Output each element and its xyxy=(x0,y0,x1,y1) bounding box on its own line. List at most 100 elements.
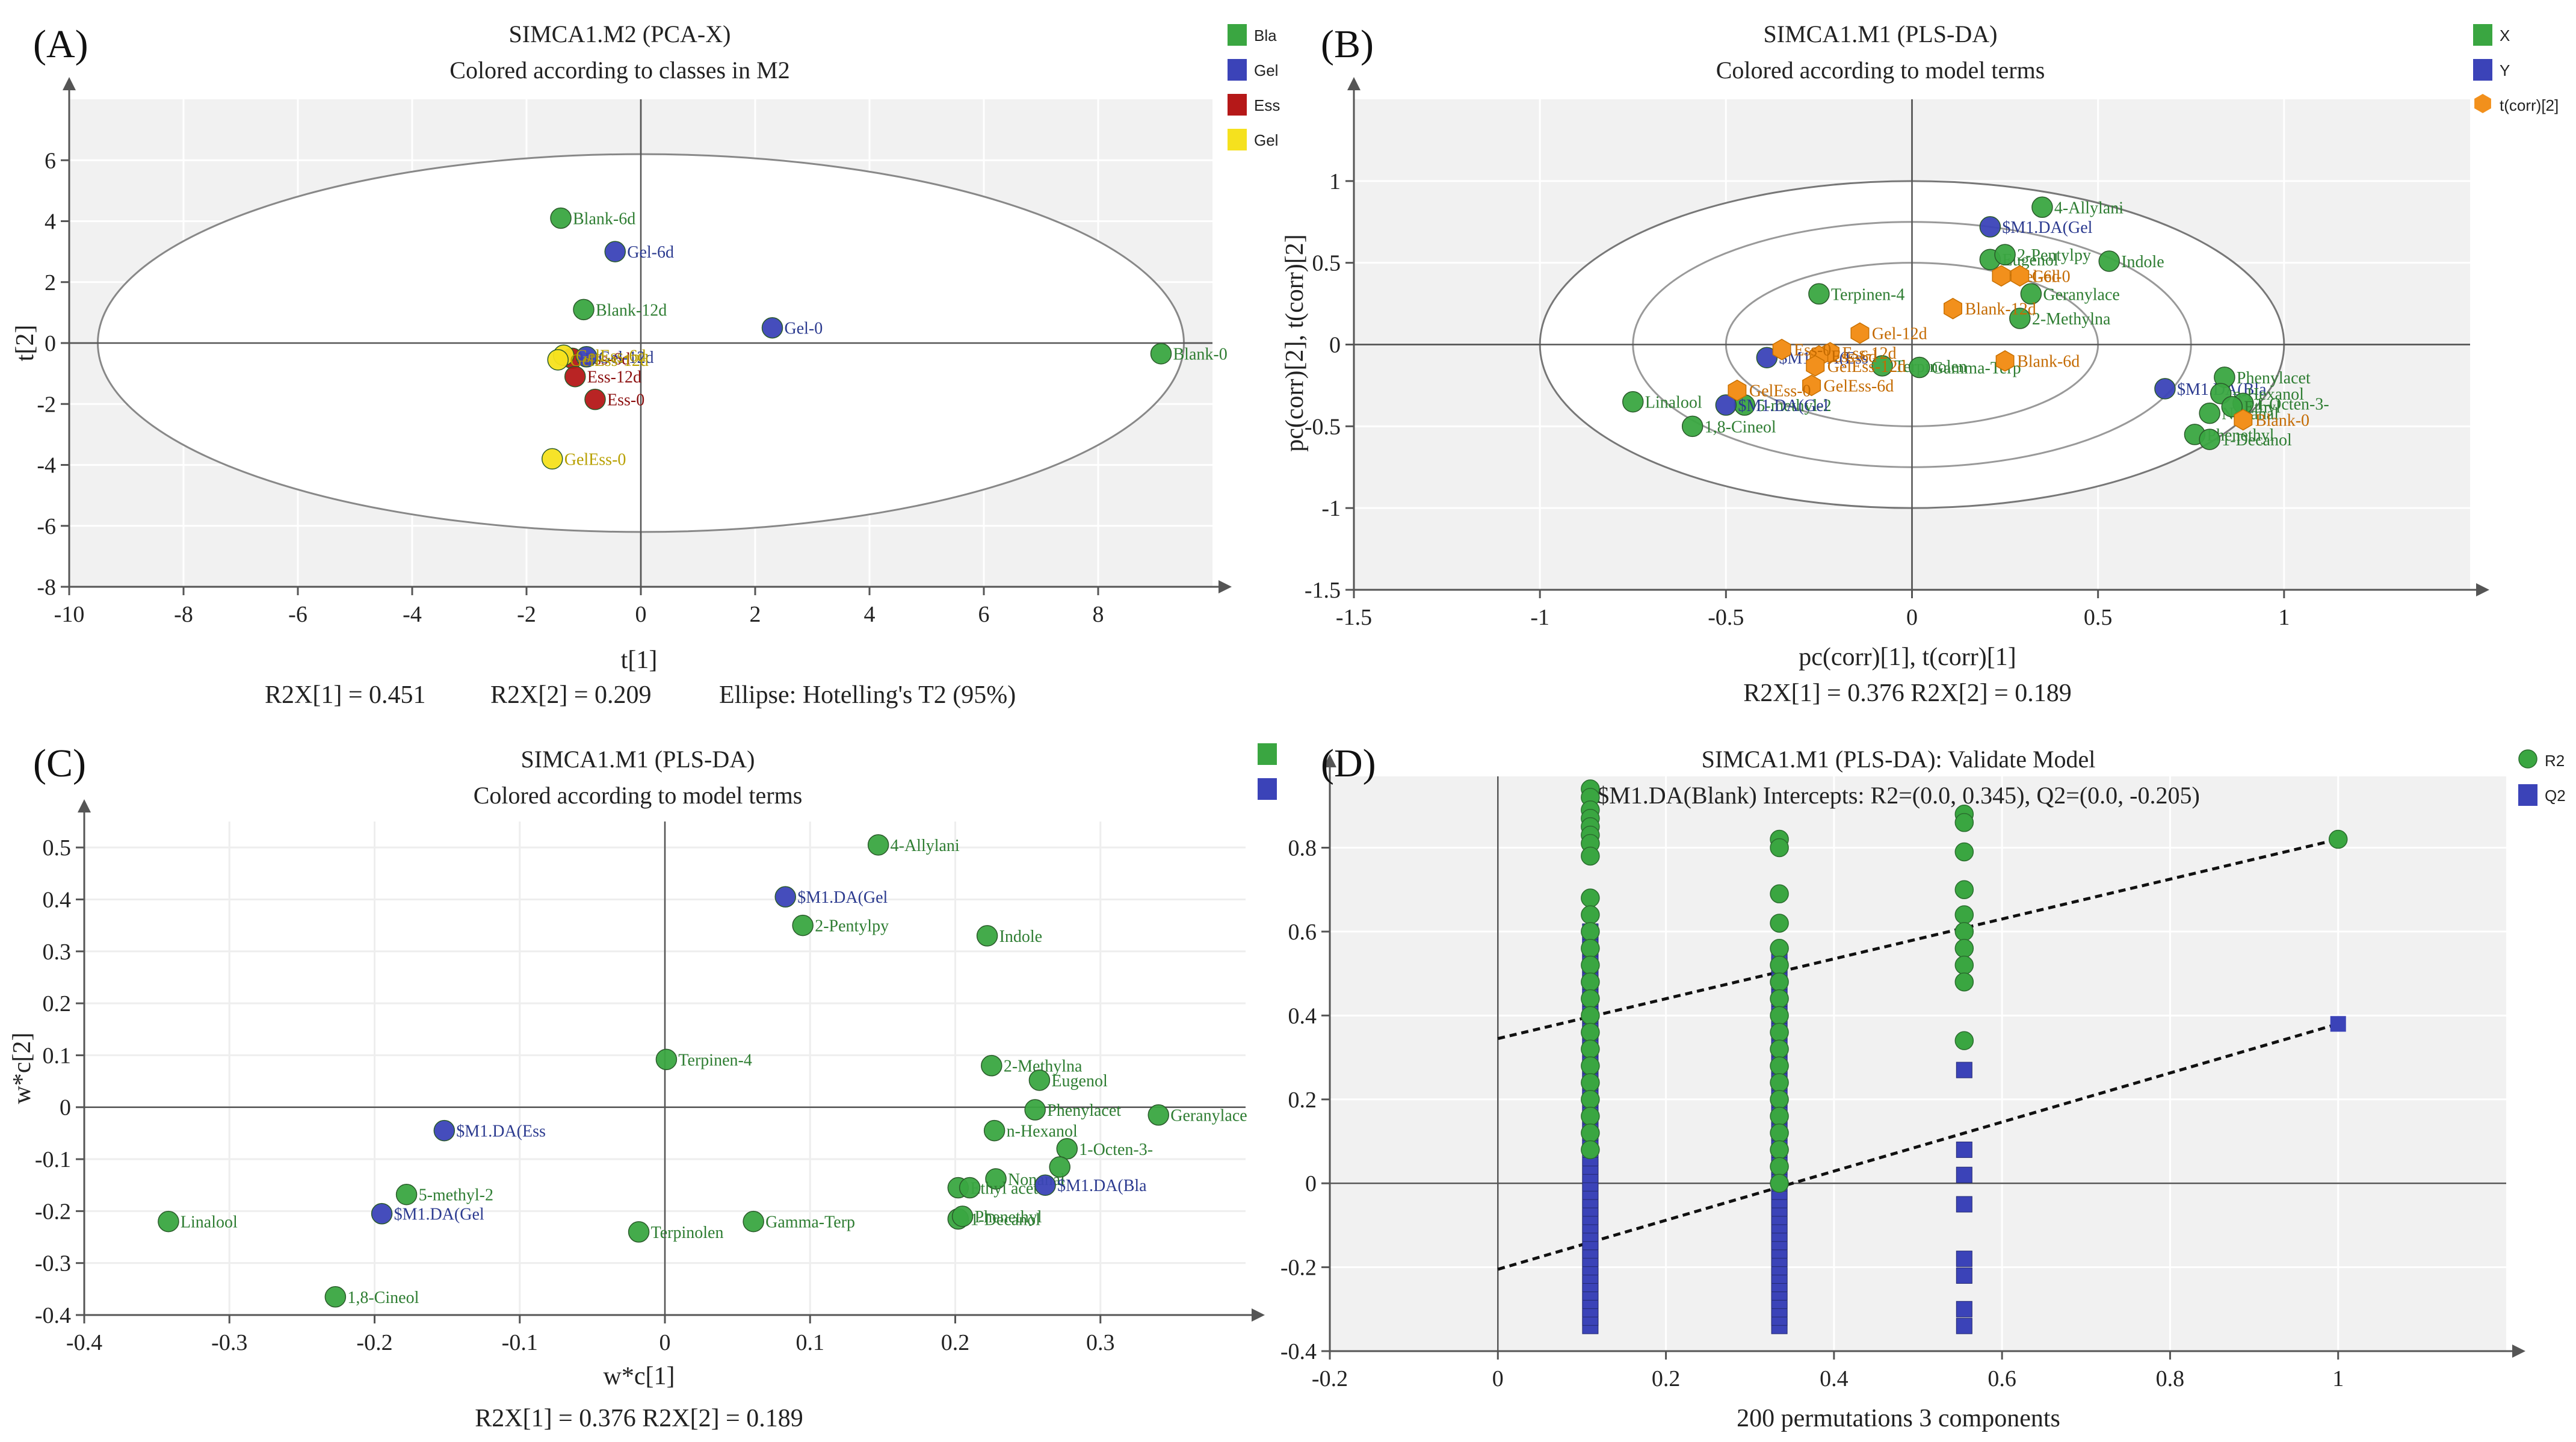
data-point xyxy=(1871,355,1893,377)
point-label: Terpinolen xyxy=(1894,357,1967,376)
data-point xyxy=(985,1168,1007,1190)
r2-point xyxy=(1581,1090,1600,1109)
legend-label: Ess xyxy=(1254,96,1280,114)
data-point xyxy=(584,388,606,410)
point-label: Terpinen-4 xyxy=(1831,285,1904,304)
y-tick-label: 0.4 xyxy=(43,887,72,912)
q2-point xyxy=(1956,1196,1972,1213)
panel-D: -0.2 0 0.2 0.4 0.6 0.8 1-0.4-0.200.20.40.60.8S… xyxy=(1280,741,2566,1432)
q2-point xyxy=(2330,1016,2346,1032)
y-tick-label: 0.4 xyxy=(1288,1003,1317,1029)
legend-marker xyxy=(1228,129,1247,150)
y-tick-label: -4 xyxy=(37,453,56,478)
q2-point xyxy=(1956,1267,1972,1284)
r2-point xyxy=(1581,1056,1600,1075)
y-tick-label: 1 xyxy=(1329,169,1341,194)
x-tick-label: -0.3 xyxy=(211,1330,247,1355)
r2-point xyxy=(1770,1056,1789,1075)
r2-point xyxy=(1954,812,1974,832)
x-tick-label: 0.8 xyxy=(2156,1366,2185,1391)
y-axis-arrow xyxy=(1347,77,1361,90)
data-point xyxy=(655,1048,678,1071)
point-label: Blank-6d xyxy=(573,209,635,228)
r2-point xyxy=(1581,1039,1600,1059)
legend-label: X xyxy=(2500,26,2510,45)
x-tick-label: -0.1 xyxy=(502,1330,538,1355)
data-point xyxy=(2009,308,2031,329)
point-label: GelEss-12d xyxy=(570,351,649,370)
point-label: Eugenol xyxy=(1051,1072,1108,1091)
y-axis-arrow xyxy=(63,77,76,90)
r2-point xyxy=(1770,1174,1789,1193)
point-label: Blank-12d xyxy=(596,301,667,320)
data-point xyxy=(433,1119,456,1142)
data-point xyxy=(1028,1069,1051,1091)
y-tick-label: -0.2 xyxy=(1280,1255,1317,1281)
data-point xyxy=(1728,379,1747,401)
r2-point xyxy=(1581,846,1600,866)
data-point xyxy=(1056,1138,1078,1160)
q2-point xyxy=(1956,1251,1972,1267)
y-tick-label: 0.5 xyxy=(43,835,72,861)
data-point xyxy=(1715,394,1737,416)
r2-point xyxy=(1581,922,1600,941)
point-label: $M1.DA(Ess xyxy=(456,1122,546,1141)
legend-marker xyxy=(1228,94,1247,116)
x-tick-label: 0 xyxy=(635,602,647,627)
data-point xyxy=(628,1221,650,1243)
point-label: $M1.DA(Gel xyxy=(797,888,888,907)
panel-label: (A) xyxy=(33,22,88,66)
r2-point xyxy=(1581,1140,1600,1160)
point-label: Ess-0 xyxy=(607,391,644,410)
x-tick-label: -0.2 xyxy=(356,1330,392,1355)
point-label: 1-Octen-3- xyxy=(1079,1140,1153,1159)
point-label: Gamma-Terp xyxy=(765,1213,855,1232)
x-tick-label: -6 xyxy=(288,602,307,627)
r2-point xyxy=(1581,972,1600,992)
data-point xyxy=(371,1202,393,1225)
y-axis-label: pc(corr)[2], t(corr)[2] xyxy=(1281,234,1309,451)
point-label: 1,8-Cineol xyxy=(347,1289,419,1307)
y-axis-label: t[2] xyxy=(11,325,39,362)
r2-point xyxy=(1770,1090,1789,1109)
point-label: Terpinolen xyxy=(651,1224,724,1242)
point-label: Ess-12d xyxy=(1842,344,1896,363)
data-point xyxy=(983,1119,1005,1142)
y-tick-label: -8 xyxy=(37,575,56,600)
panel-label: (D) xyxy=(1321,741,1376,785)
point-label: Gel-12d xyxy=(599,348,654,367)
data-point xyxy=(2199,429,2220,450)
r2-point xyxy=(1954,972,1974,992)
x-tick-label: 8 xyxy=(1093,602,1104,627)
point-label: 1-Decanol xyxy=(970,1210,1040,1229)
chart-title: SIMCA1.M1 (PLS-DA) xyxy=(521,746,755,773)
data-point xyxy=(1622,391,1644,413)
x-tick-label: -0.4 xyxy=(66,1330,102,1355)
legend-marker xyxy=(2518,784,2537,806)
chart-title: SIMCA1.M2 (PCA-X) xyxy=(509,20,731,48)
y-tick-label: -0.1 xyxy=(35,1147,71,1172)
q2-point xyxy=(1956,1062,1972,1078)
chart-title: SIMCA1.M1 (PLS-DA) xyxy=(1764,20,1998,48)
y-tick-label: -0.4 xyxy=(1280,1339,1317,1364)
panel-B: -1.5 -1 -0.5 0 0.5 1 -1.5 -1 -0.5 0 0.5 1 SIMCA1.M1 … xyxy=(1281,20,2559,707)
r2-point xyxy=(1770,1023,1789,1042)
point-label: Ethyl acet xyxy=(970,1180,1038,1198)
r2-point xyxy=(1581,955,1600,975)
data-point xyxy=(1150,342,1172,365)
data-point xyxy=(564,365,586,388)
point-label: $M1.DA(Bla xyxy=(1057,1177,1147,1195)
point-label: Indole xyxy=(2121,253,2164,271)
point-label: Blank-0 xyxy=(2255,411,2309,430)
point-label: Gel-0 xyxy=(2032,267,2071,286)
point-label: Blank-0 xyxy=(1173,345,1228,364)
x-tick-label: 0.1 xyxy=(796,1330,825,1355)
r2-point xyxy=(1770,972,1789,992)
y-tick-label: 0 xyxy=(45,331,56,356)
point-label: 2-Methylna xyxy=(2032,310,2111,329)
data-point xyxy=(2020,283,2042,305)
chart-subtitle: $M1.DA(Blank) Intercepts: R2=(0.0, 0.345… xyxy=(1597,782,2200,809)
x-tick-label: -1.5 xyxy=(1336,605,1372,630)
